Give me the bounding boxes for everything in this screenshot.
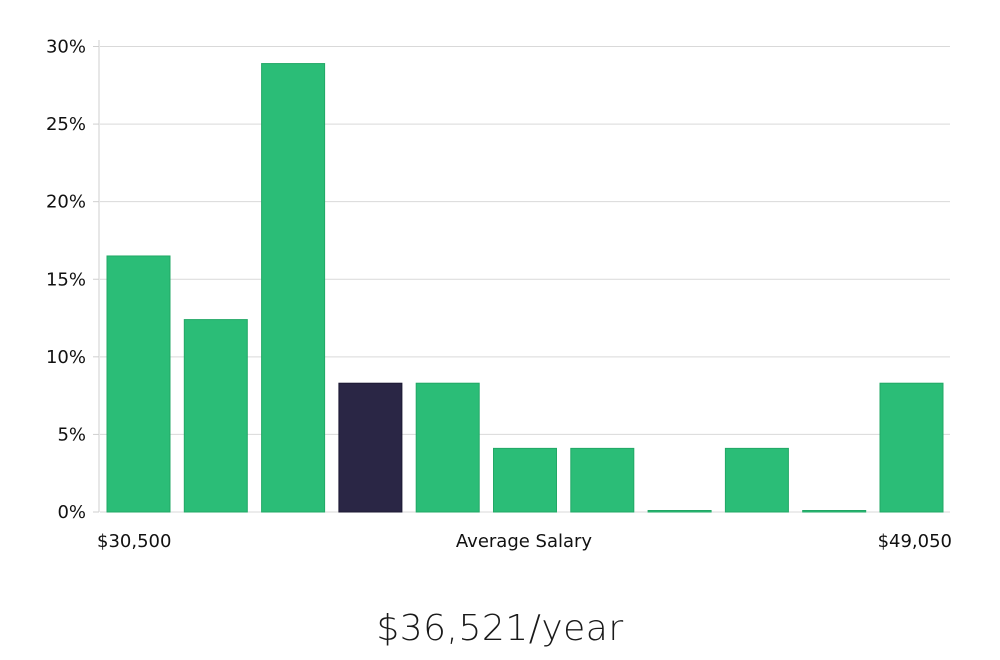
y-tick-label: 0% [57, 502, 86, 523]
bar [570, 447, 635, 513]
bar [106, 255, 171, 513]
y-tick-label: 5% [57, 424, 86, 445]
x-max-label: $49,050 [878, 531, 952, 552]
x-min-label: $30,500 [97, 531, 171, 552]
bar [493, 447, 557, 513]
bars [106, 63, 944, 513]
bar [802, 510, 867, 513]
y-tick-label: 15% [46, 269, 86, 290]
bar [261, 63, 326, 513]
salary-histogram: 0% 5% 10% 15% 20% 25% 30% $30,500 Average Sala… [46, 37, 952, 553]
y-tick-label: 30% [46, 37, 86, 58]
bar-highlighted [338, 382, 403, 513]
bar [879, 382, 944, 513]
y-tick-label: 25% [46, 114, 86, 135]
y-tick-label: 10% [46, 347, 86, 368]
y-axis-ticks: 0% 5% 10% 15% 20% 25% 30% [46, 37, 99, 523]
bar [183, 319, 248, 513]
bar [647, 510, 712, 513]
bar [415, 382, 480, 513]
bar [724, 447, 789, 513]
x-axis-label: Average Salary [456, 531, 593, 552]
average-salary-value: $36,521/year [376, 608, 624, 649]
y-tick-label: 20% [46, 192, 86, 213]
